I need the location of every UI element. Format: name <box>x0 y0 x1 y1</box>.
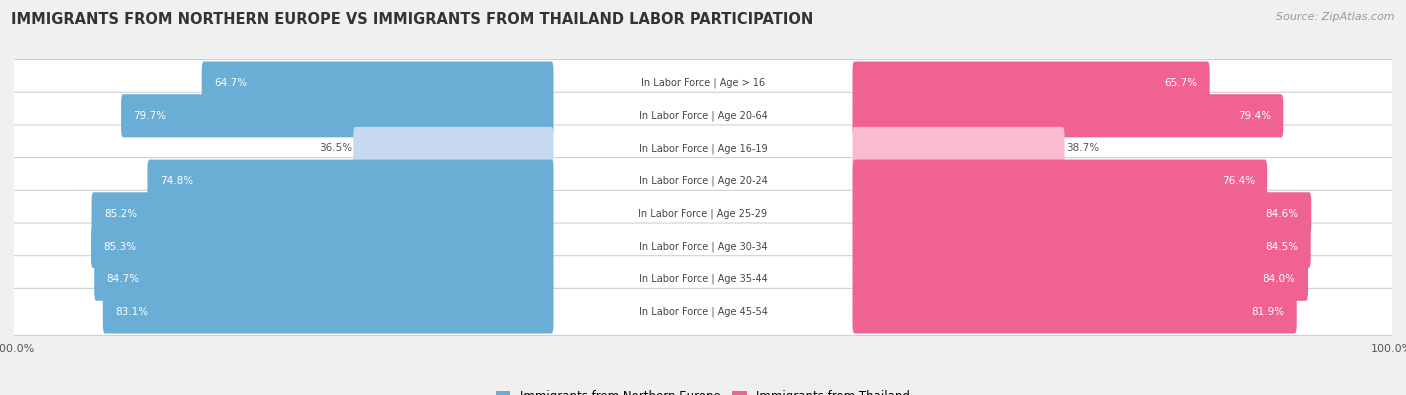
Text: 81.9%: 81.9% <box>1251 307 1284 317</box>
Text: 84.7%: 84.7% <box>107 274 139 284</box>
Text: 64.7%: 64.7% <box>214 78 247 88</box>
FancyBboxPatch shape <box>13 190 1393 237</box>
FancyBboxPatch shape <box>201 62 554 105</box>
FancyBboxPatch shape <box>13 92 1393 139</box>
FancyBboxPatch shape <box>13 158 1393 205</box>
Text: In Labor Force | Age 25-29: In Labor Force | Age 25-29 <box>638 209 768 219</box>
FancyBboxPatch shape <box>91 192 554 235</box>
Text: 36.5%: 36.5% <box>319 143 352 154</box>
FancyBboxPatch shape <box>852 94 1284 137</box>
FancyBboxPatch shape <box>148 160 554 203</box>
FancyBboxPatch shape <box>13 288 1393 335</box>
Text: In Labor Force | Age > 16: In Labor Force | Age > 16 <box>641 78 765 88</box>
Text: 79.4%: 79.4% <box>1237 111 1271 121</box>
FancyBboxPatch shape <box>13 125 1393 172</box>
FancyBboxPatch shape <box>852 225 1310 268</box>
FancyBboxPatch shape <box>13 60 1393 107</box>
FancyBboxPatch shape <box>852 290 1296 333</box>
Text: 76.4%: 76.4% <box>1222 176 1254 186</box>
Text: 65.7%: 65.7% <box>1164 78 1198 88</box>
FancyBboxPatch shape <box>121 94 554 137</box>
FancyBboxPatch shape <box>852 127 1064 170</box>
FancyBboxPatch shape <box>852 192 1312 235</box>
Text: 85.2%: 85.2% <box>104 209 136 219</box>
FancyBboxPatch shape <box>13 256 1393 303</box>
Text: 84.6%: 84.6% <box>1265 209 1299 219</box>
Text: In Labor Force | Age 16-19: In Labor Force | Age 16-19 <box>638 143 768 154</box>
Text: 84.5%: 84.5% <box>1265 241 1298 252</box>
Text: 84.0%: 84.0% <box>1263 274 1295 284</box>
FancyBboxPatch shape <box>353 127 554 170</box>
Text: 83.1%: 83.1% <box>115 307 149 317</box>
Text: In Labor Force | Age 45-54: In Labor Force | Age 45-54 <box>638 307 768 317</box>
Text: In Labor Force | Age 35-44: In Labor Force | Age 35-44 <box>638 274 768 284</box>
Text: Source: ZipAtlas.com: Source: ZipAtlas.com <box>1277 12 1395 22</box>
FancyBboxPatch shape <box>852 62 1209 105</box>
Text: 74.8%: 74.8% <box>160 176 193 186</box>
FancyBboxPatch shape <box>103 290 554 333</box>
Legend: Immigrants from Northern Europe, Immigrants from Thailand: Immigrants from Northern Europe, Immigra… <box>492 385 914 395</box>
Text: In Labor Force | Age 20-24: In Labor Force | Age 20-24 <box>638 176 768 186</box>
Text: 85.3%: 85.3% <box>104 241 136 252</box>
Text: In Labor Force | Age 30-34: In Labor Force | Age 30-34 <box>638 241 768 252</box>
Text: 79.7%: 79.7% <box>134 111 166 121</box>
FancyBboxPatch shape <box>13 223 1393 270</box>
Text: In Labor Force | Age 20-64: In Labor Force | Age 20-64 <box>638 111 768 121</box>
Text: IMMIGRANTS FROM NORTHERN EUROPE VS IMMIGRANTS FROM THAILAND LABOR PARTICIPATION: IMMIGRANTS FROM NORTHERN EUROPE VS IMMIG… <box>11 12 814 27</box>
FancyBboxPatch shape <box>94 258 554 301</box>
FancyBboxPatch shape <box>852 160 1267 203</box>
FancyBboxPatch shape <box>91 225 554 268</box>
Text: 38.7%: 38.7% <box>1066 143 1099 154</box>
FancyBboxPatch shape <box>852 258 1308 301</box>
